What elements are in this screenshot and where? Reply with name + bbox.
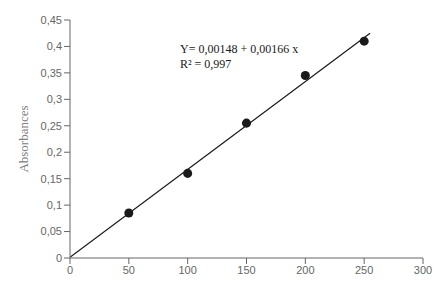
svg-text:100: 100 [178, 264, 196, 276]
svg-text:0,15: 0,15 [41, 173, 62, 185]
svg-text:0,3: 0,3 [47, 93, 62, 105]
html-text:Y= 0,00148 + 0,00166 x: Y= 0,00148 + 0,00166 x [180, 42, 299, 56]
svg-text:50: 50 [123, 264, 135, 276]
svg-text:0,2: 0,2 [47, 146, 62, 158]
svg-text:300: 300 [414, 264, 432, 276]
svg-text:Absorbances: Absorbances [16, 105, 31, 172]
svg-text:0: 0 [67, 264, 73, 276]
svg-text:0: 0 [56, 252, 62, 264]
svg-text:250: 250 [355, 264, 373, 276]
svg-text:0,45: 0,45 [41, 14, 62, 26]
svg-text:200: 200 [296, 264, 314, 276]
svg-text:0,25: 0,25 [41, 120, 62, 132]
svg-text:0,1: 0,1 [47, 199, 62, 211]
html-text:R² = 0,997: R² = 0,997 [180, 57, 232, 71]
svg-text:150: 150 [237, 264, 255, 276]
svg-text:0,05: 0,05 [41, 225, 62, 237]
svg-text:0,35: 0,35 [41, 67, 62, 79]
svg-text:0,4: 0,4 [47, 40, 62, 52]
